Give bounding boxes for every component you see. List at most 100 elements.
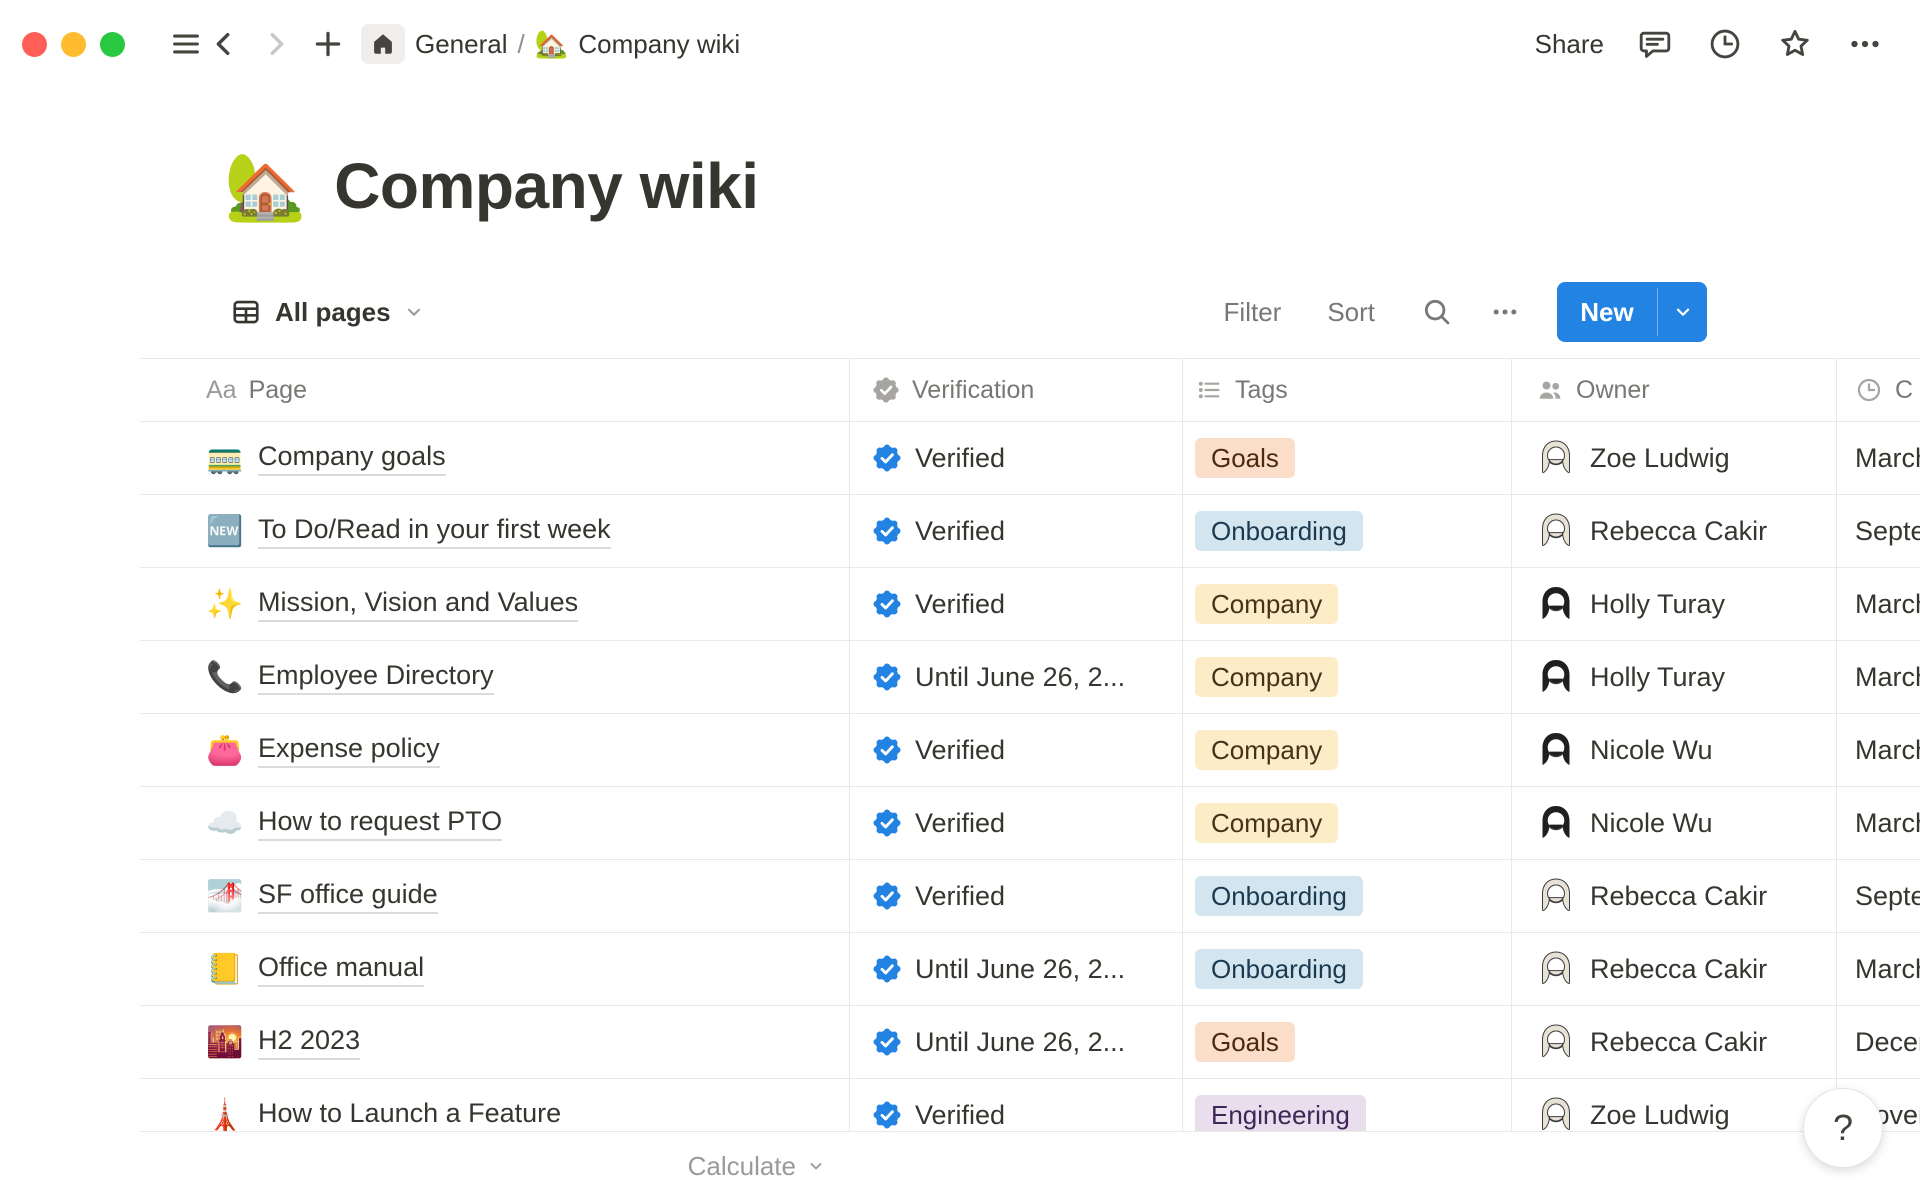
filter-button[interactable]: Filter: [1223, 296, 1282, 327]
page-link[interactable]: To Do/Read in your first week: [258, 514, 611, 549]
page-cell[interactable]: 🗼 How to Launch a Feature: [140, 1079, 850, 1131]
new-button[interactable]: New: [1557, 282, 1707, 342]
verification-cell[interactable]: Verified: [850, 860, 1183, 932]
help-button[interactable]: ?: [1803, 1088, 1883, 1168]
verification-cell[interactable]: Verified: [850, 1079, 1183, 1131]
page-cell[interactable]: 👛 Expense policy: [140, 714, 850, 786]
comments-icon[interactable]: [1636, 25, 1674, 63]
page-cell[interactable]: 📞 Employee Directory: [140, 641, 850, 713]
owner-cell[interactable]: Zoe Ludwig: [1512, 1079, 1837, 1131]
page-cell[interactable]: 🌇 H2 2023: [140, 1006, 850, 1078]
page-cell[interactable]: ✨ Mission, Vision and Values: [140, 568, 850, 640]
page-link[interactable]: SF office guide: [258, 879, 438, 914]
owner-cell[interactable]: Holly Turay: [1512, 568, 1837, 640]
more-options-icon[interactable]: [1846, 25, 1884, 63]
verification-cell[interactable]: Verified: [850, 495, 1183, 567]
page-cell[interactable]: 🚃 Company goals: [140, 422, 850, 494]
page-link[interactable]: Expense policy: [258, 733, 440, 768]
verification-cell[interactable]: Verified: [850, 787, 1183, 859]
created-cell[interactable]: March: [1837, 641, 1920, 713]
owner-cell[interactable]: Rebecca Cakir: [1512, 933, 1837, 1005]
tags-cell[interactable]: Onboarding: [1183, 495, 1512, 567]
view-options-icon[interactable]: [1489, 296, 1521, 328]
owner-cell[interactable]: Nicole Wu: [1512, 787, 1837, 859]
minimize-button[interactable]: [61, 31, 86, 57]
owner-cell[interactable]: Zoe Ludwig: [1512, 422, 1837, 494]
search-icon[interactable]: [1421, 296, 1453, 328]
tags-cell[interactable]: Company: [1183, 714, 1512, 786]
created-cell[interactable]: March: [1837, 422, 1920, 494]
tag-pill[interactable]: Company: [1195, 584, 1339, 624]
tag-pill[interactable]: Goals: [1195, 1022, 1295, 1062]
created-cell[interactable]: March: [1837, 933, 1920, 1005]
page-link[interactable]: How to request PTO: [258, 806, 503, 841]
verification-cell[interactable]: Verified: [850, 422, 1183, 494]
tag-pill[interactable]: Goals: [1195, 438, 1295, 478]
page-title[interactable]: Company wiki: [334, 150, 759, 222]
tag-pill[interactable]: Company: [1195, 730, 1339, 770]
favorite-star-icon[interactable]: [1776, 25, 1814, 63]
page-cell[interactable]: 🆕 To Do/Read in your first week: [140, 495, 850, 567]
created-cell[interactable]: December: [1837, 1006, 1920, 1078]
tags-cell[interactable]: Goals: [1183, 1006, 1512, 1078]
owner-cell[interactable]: Holly Turay: [1512, 641, 1837, 713]
breadcrumb-general[interactable]: General: [415, 28, 508, 59]
tags-cell[interactable]: Company: [1183, 787, 1512, 859]
column-header-verification[interactable]: Verification: [850, 359, 1183, 421]
page-link[interactable]: How to Launch a Feature: [258, 1098, 562, 1131]
owner-cell[interactable]: Nicole Wu: [1512, 714, 1837, 786]
column-header-page[interactable]: Aa Page: [140, 359, 850, 421]
page-link[interactable]: Mission, Vision and Values: [258, 587, 579, 622]
column-header-owner[interactable]: Owner: [1512, 359, 1837, 421]
page-icon[interactable]: 🏡: [224, 149, 307, 223]
page-link[interactable]: Office manual: [258, 952, 425, 987]
zoom-button[interactable]: [100, 31, 125, 57]
close-button[interactable]: [22, 31, 47, 57]
verification-cell[interactable]: Until June 26, 2...: [850, 933, 1183, 1005]
tag-pill[interactable]: Onboarding: [1195, 876, 1363, 916]
owner-cell[interactable]: Rebecca Cakir: [1512, 860, 1837, 932]
forward-icon[interactable]: [257, 25, 295, 63]
new-button-dropdown[interactable]: [1658, 282, 1707, 342]
created-cell[interactable]: March: [1837, 787, 1920, 859]
tag-pill[interactable]: Onboarding: [1195, 511, 1363, 551]
back-icon[interactable]: [205, 25, 243, 63]
verification-cell[interactable]: Until June 26, 2...: [850, 641, 1183, 713]
owner-cell[interactable]: Rebecca Cakir: [1512, 1006, 1837, 1078]
tags-cell[interactable]: Goals: [1183, 422, 1512, 494]
sidebar-menu-icon[interactable]: [167, 25, 205, 63]
tags-cell[interactable]: Company: [1183, 641, 1512, 713]
column-header-created[interactable]: C: [1837, 359, 1920, 421]
tag-pill[interactable]: Company: [1195, 657, 1339, 697]
tags-cell[interactable]: Engineering: [1183, 1079, 1512, 1131]
tag-pill[interactable]: Onboarding: [1195, 949, 1363, 989]
page-cell[interactable]: 📒 Office manual: [140, 933, 850, 1005]
created-cell[interactable]: March: [1837, 568, 1920, 640]
home-icon[interactable]: [361, 24, 405, 64]
sort-button[interactable]: Sort: [1327, 296, 1375, 327]
created-cell[interactable]: March: [1837, 714, 1920, 786]
tags-cell[interactable]: Onboarding: [1183, 933, 1512, 1005]
history-clock-icon[interactable]: [1706, 25, 1744, 63]
verification-cell[interactable]: Verified: [850, 714, 1183, 786]
page-link[interactable]: H2 2023: [258, 1025, 361, 1060]
view-switcher-all-pages[interactable]: All pages: [231, 297, 425, 328]
tags-cell[interactable]: Onboarding: [1183, 860, 1512, 932]
calculate-button[interactable]: Calculate: [140, 1132, 850, 1200]
column-header-tags[interactable]: Tags: [1183, 359, 1512, 421]
tag-pill[interactable]: Company: [1195, 803, 1339, 843]
tags-cell[interactable]: Company: [1183, 568, 1512, 640]
breadcrumb-company-wiki[interactable]: Company wiki: [578, 28, 741, 59]
owner-cell[interactable]: Rebecca Cakir: [1512, 495, 1837, 567]
page-link[interactable]: Employee Directory: [258, 660, 494, 695]
verification-cell[interactable]: Until June 26, 2...: [850, 1006, 1183, 1078]
new-page-plus-icon[interactable]: [309, 25, 347, 63]
page-cell[interactable]: 🌁 SF office guide: [140, 860, 850, 932]
share-button[interactable]: Share: [1534, 28, 1604, 59]
new-button-label[interactable]: New: [1580, 296, 1634, 327]
page-cell[interactable]: ☁️ How to request PTO: [140, 787, 850, 859]
created-cell[interactable]: September: [1837, 860, 1920, 932]
page-link[interactable]: Company goals: [258, 441, 446, 476]
created-cell[interactable]: September: [1837, 495, 1920, 567]
tag-pill[interactable]: Engineering: [1195, 1095, 1366, 1131]
